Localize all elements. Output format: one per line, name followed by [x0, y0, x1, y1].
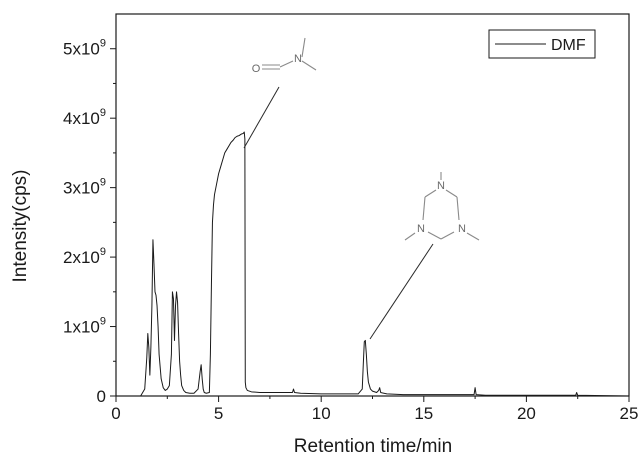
legend-box	[488, 29, 596, 59]
x-tick-label: 25	[620, 404, 639, 423]
dmf-structure-drawing: O N	[243, 37, 317, 149]
y-tick-label: 0	[97, 387, 106, 406]
y-tick-label: 5x109	[63, 38, 106, 59]
triazine-atom-n-left: N	[417, 223, 425, 235]
x-tick-label: 20	[517, 404, 536, 423]
triazine-atom-n-top: N	[437, 180, 445, 192]
y-tick-label: 1x109	[63, 316, 106, 337]
y-tick-label: 3x109	[63, 177, 106, 198]
y-tick-label: 2x109	[63, 246, 106, 267]
dmf-atom-n: N	[294, 53, 302, 65]
legend-label-dmf: DMF	[551, 37, 586, 54]
x-axis-title: Retention time/min	[294, 436, 452, 457]
y-tick-label: 4x109	[63, 107, 106, 128]
x-tick-label: 10	[312, 404, 331, 423]
series-layer	[116, 131, 630, 397]
triazine-structure-leader-line	[369, 243, 434, 340]
series-line-dmf	[116, 131, 630, 397]
legend: DMF	[488, 29, 596, 59]
dmf-structure-leader-line	[243, 86, 280, 149]
x-tick-label: 5	[214, 404, 223, 423]
dmf-atom-o: O	[252, 63, 261, 75]
axes: 0 5 10 15 20 25 0 1x109 2x109 3x109 4x109 5x109	[63, 13, 639, 423]
triazine-structure-drawing: N N N	[369, 172, 480, 340]
x-tick-label: 0	[111, 404, 120, 423]
triazine-atom-n-right: N	[458, 223, 466, 235]
y-axis-title: Intensity(cps)	[10, 170, 31, 283]
x-tick-label: 15	[414, 404, 433, 423]
plot-frame	[115, 13, 630, 397]
